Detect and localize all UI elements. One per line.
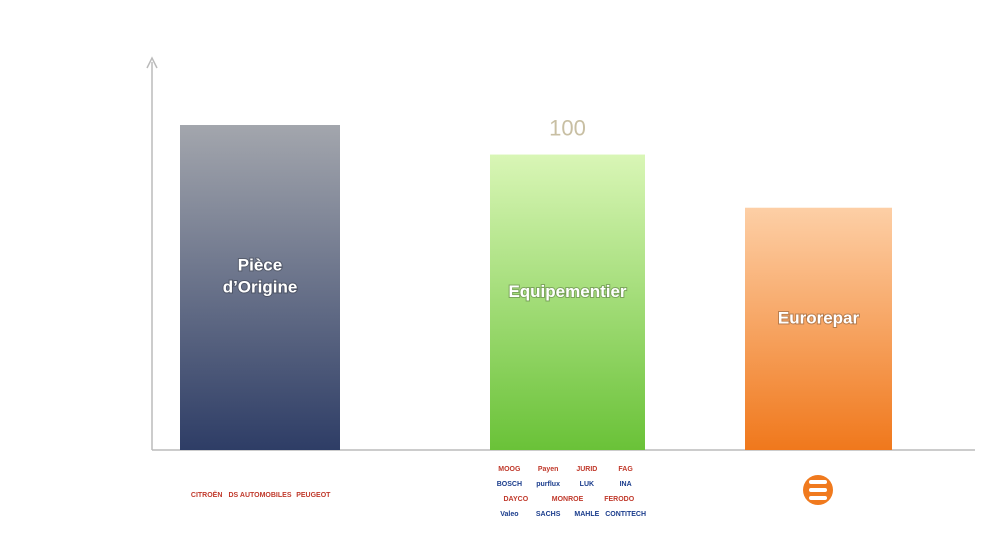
brand-logo: CONTITECH [605,511,646,518]
brand-logo: FAG [618,466,633,473]
brand-logo: Payen [538,466,559,473]
bar [490,154,645,450]
brand-logo: BOSCH [497,481,522,488]
eurorepar-logo [803,475,833,505]
bar-label: Eurorepar [778,308,860,327]
bar-label: Equipementier [508,282,626,301]
brand-logo: MOOG [498,466,521,473]
brand-logo: MAHLE [574,511,599,518]
brand-logo: LUK [580,481,594,488]
brand-logo: PEUGEOT [296,492,331,499]
brand-logo: JURID [576,466,597,473]
brand-logo: purflux [536,481,560,488]
brand-logo: INA [620,481,632,488]
brand-logo: DS AUTOMOBILES [228,492,291,499]
bar [745,207,892,450]
brand-logo: CITROËN [191,491,223,499]
brand-logo: DAYCO [504,496,529,503]
brand-logo: Valeo [500,511,518,518]
value-label: 100 [549,115,586,140]
bar [180,125,340,450]
brand-logo: FERODO [604,496,635,503]
brand-logo: SACHS [536,511,561,518]
brand-logo: MONROE [552,496,584,503]
bar-label: Pièce d’Origine [223,256,298,297]
y-axis-arrow [146,56,158,69]
